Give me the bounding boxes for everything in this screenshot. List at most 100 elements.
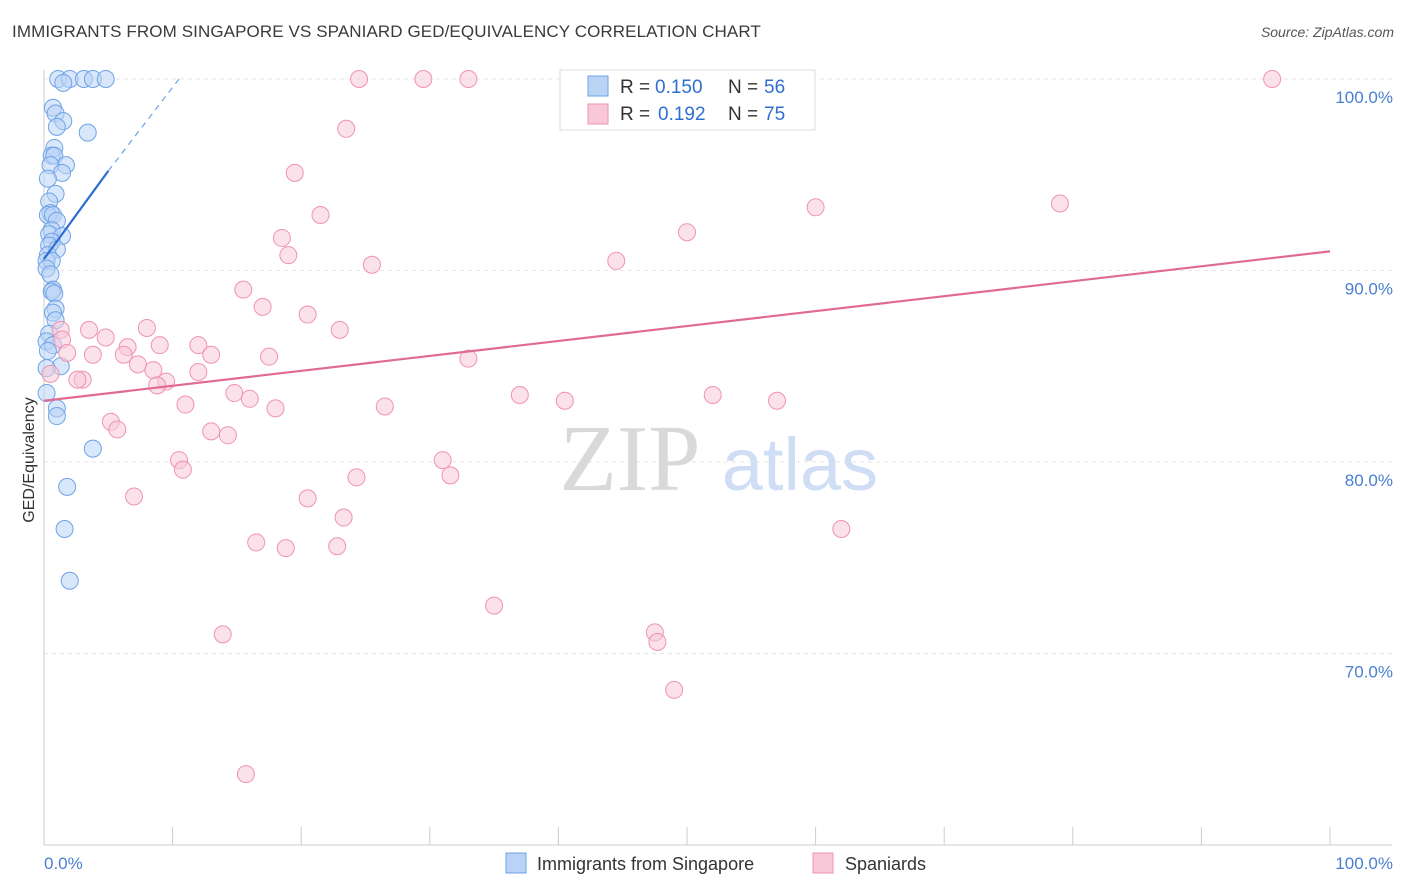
spaniards-point-61 (334, 508, 353, 527)
singapore-point-44 (38, 341, 57, 360)
singapore-trend-line (43, 170, 110, 260)
stats-legend-n-label-singapore: N = (728, 77, 758, 98)
spaniards-point-8 (1050, 194, 1069, 213)
spaniards-point-5 (337, 119, 356, 138)
chart-title: IMMIGRANTS FROM SINGAPORE VS SPANIARD GE… (12, 22, 761, 41)
series-legend-swatch-spaniards (812, 852, 834, 874)
gridlines (44, 78, 1392, 654)
spaniards-point-14 (362, 255, 381, 274)
spaniards-point-69 (213, 625, 232, 644)
spaniards-point-35 (189, 362, 208, 381)
spaniards-point-53 (218, 426, 237, 445)
singapore-point-51 (58, 477, 77, 496)
spaniards-point-22 (96, 328, 115, 347)
spaniards-point-0 (350, 70, 369, 88)
spaniards-point-2 (459, 70, 478, 88)
spaniards-point-31 (260, 347, 279, 366)
watermark-atlas: atlas (722, 423, 878, 506)
singapore-point-17 (38, 169, 57, 188)
spaniards-point-41 (225, 384, 244, 403)
spaniards-point-11 (272, 228, 291, 247)
singapore-point-47 (37, 384, 56, 403)
series-legend-swatch-singapore (505, 852, 527, 874)
spaniards-point-19 (80, 320, 99, 339)
y-tick-label-80: 80.0% (1345, 471, 1393, 490)
singapore-point-34 (41, 265, 60, 284)
spaniards-point-40 (148, 376, 167, 395)
spaniards-point-56 (173, 460, 192, 479)
spaniards-point-10 (678, 223, 696, 242)
chart-source: Source: ZipAtlas.com (1260, 24, 1394, 40)
watermark: ZIP atlas (560, 407, 879, 511)
spaniards-point-17 (298, 305, 317, 324)
x-tick-label-max: 100.0% (1335, 854, 1393, 873)
stats-legend-n-value-spaniards: 75 (764, 104, 785, 125)
spaniards-point-47 (176, 395, 195, 414)
spaniards-point-9 (311, 205, 330, 224)
data-points (37, 70, 1282, 784)
stats-legend-swatch-spaniards (587, 103, 609, 125)
stats-legend-r-value-singapore: 0.150 (655, 77, 703, 98)
singapore-point-53 (60, 571, 79, 590)
spaniards-point-68 (648, 633, 667, 652)
spaniards-point-44 (703, 385, 722, 404)
spaniards-point-36 (41, 364, 60, 383)
stats-legend-swatch-singapore (587, 75, 609, 97)
singapore-point-52 (55, 520, 74, 539)
spaniards-point-62 (832, 520, 851, 539)
spaniards-trend-line (43, 250, 1331, 402)
spaniards-point-46 (768, 391, 787, 410)
spaniards-point-13 (607, 251, 626, 270)
stats-legend-r-label-spaniards: R = (620, 104, 650, 125)
spaniards-point-51 (108, 420, 127, 439)
y-tick-label-100: 100.0% (1335, 88, 1393, 107)
spaniards-point-27 (58, 343, 77, 362)
spaniards-point-24 (150, 336, 169, 355)
singapore-point-37 (45, 284, 64, 303)
spaniards-point-32 (459, 349, 478, 368)
y-axis-label: GED/Equivalency (21, 397, 38, 522)
watermark-zip: ZIP (560, 407, 701, 511)
spaniards-point-55 (433, 451, 452, 470)
spaniards-point-52 (202, 422, 221, 441)
y-tick-labels: 100.0% 90.0% 80.0% 70.0% (1335, 88, 1393, 682)
spaniards-point-6 (285, 163, 304, 182)
series-legend-label-singapore: Immigrants from Singapore (537, 854, 754, 874)
stats-legend-r-label-singapore: R = (620, 77, 650, 98)
spaniards-point-23 (189, 336, 208, 355)
trend-lines (43, 78, 1331, 402)
spaniards-point-70 (665, 680, 684, 699)
spaniards-point-49 (266, 399, 285, 418)
spaniards-point-4 (1263, 70, 1282, 88)
stats-legend: R = 0.150 N = 56 R = 0.192 N = 75 (559, 69, 816, 131)
y-tick-label-90: 90.0% (1345, 280, 1393, 299)
y-tick-label-70: 70.0% (1345, 663, 1393, 682)
spaniards-point-29 (114, 345, 133, 364)
spaniards-point-7 (806, 198, 825, 217)
spaniards-point-65 (328, 537, 347, 556)
spaniards-point-12 (279, 246, 298, 265)
x-tick-label-min: 0.0% (44, 854, 83, 873)
spaniards-point-57 (441, 466, 460, 485)
spaniards-point-48 (375, 397, 394, 416)
spaniards-point-45 (555, 391, 574, 410)
spaniards-point-18 (330, 320, 349, 339)
spaniards-point-33 (128, 355, 147, 374)
singapore-point-9 (47, 117, 66, 136)
singapore-point-50 (83, 439, 102, 458)
stats-legend-n-label-spaniards: N = (728, 104, 758, 125)
spaniards-point-38 (68, 370, 87, 389)
spaniards-point-15 (234, 280, 253, 299)
spaniards-point-71 (236, 765, 255, 784)
singapore-point-5 (54, 73, 73, 92)
singapore-point-49 (47, 407, 66, 426)
stats-legend-r-value-spaniards: 0.192 (658, 104, 706, 125)
singapore-point-4 (96, 70, 115, 88)
singapore-trend-extension (107, 78, 180, 172)
spaniards-point-20 (137, 318, 156, 337)
spaniards-point-1 (414, 70, 433, 88)
spaniards-point-64 (276, 539, 295, 558)
singapore-point-10 (78, 123, 97, 142)
spaniards-point-16 (253, 297, 272, 316)
